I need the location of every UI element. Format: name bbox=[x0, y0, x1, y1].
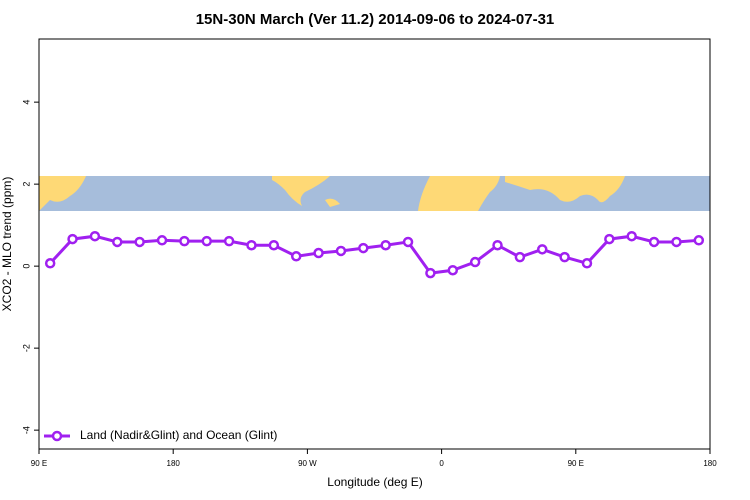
y-axis-label: XCO2 - MLO trend (ppm) bbox=[0, 177, 14, 312]
chart-title: 15N-30N March (Ver 11.2) 2014-09-06 to 2… bbox=[196, 11, 555, 28]
point bbox=[693, 235, 705, 246]
point bbox=[626, 230, 637, 242]
point bbox=[201, 235, 212, 247]
x-tick-label: 180 bbox=[703, 459, 717, 468]
point bbox=[648, 236, 660, 248]
point bbox=[537, 244, 548, 255]
x-tick-label: 0 bbox=[439, 459, 444, 468]
point bbox=[358, 242, 369, 254]
legend-label: Land (Nadir&Glint) and Ocean (Glint) bbox=[80, 428, 277, 442]
y-tick-label: 0 bbox=[21, 264, 31, 269]
point bbox=[179, 235, 190, 247]
map-band bbox=[39, 176, 710, 211]
x-tick-label: 180 bbox=[167, 459, 181, 468]
point bbox=[425, 267, 436, 279]
point bbox=[268, 239, 280, 251]
point bbox=[246, 239, 257, 251]
point bbox=[469, 256, 481, 268]
point bbox=[67, 233, 78, 245]
y-tick-label: -4 bbox=[21, 426, 31, 434]
x-tick-label: 90 E bbox=[568, 459, 584, 468]
point bbox=[581, 258, 593, 269]
point bbox=[402, 236, 414, 248]
point bbox=[134, 236, 145, 248]
point bbox=[514, 251, 526, 263]
point bbox=[156, 235, 168, 246]
point bbox=[223, 235, 235, 247]
y-tick-label: 2 bbox=[21, 182, 31, 187]
point bbox=[89, 230, 101, 242]
point bbox=[290, 251, 302, 262]
point bbox=[380, 239, 391, 251]
point bbox=[559, 251, 570, 263]
line bbox=[49, 234, 699, 275]
point bbox=[447, 264, 459, 276]
point bbox=[492, 239, 503, 251]
point bbox=[112, 236, 123, 248]
y-tick-label: 4 bbox=[21, 100, 31, 105]
plot-frame bbox=[38, 38, 711, 450]
point bbox=[335, 245, 347, 257]
point bbox=[671, 236, 682, 248]
x-tick-label: 90 W bbox=[298, 459, 317, 468]
point bbox=[44, 258, 56, 269]
x-tick-label: 90 E bbox=[31, 459, 47, 468]
point bbox=[604, 233, 615, 245]
point bbox=[313, 247, 324, 259]
x-axis-label: Longitude (deg E) bbox=[327, 475, 422, 489]
legend-marker bbox=[51, 430, 63, 442]
y-tick-label: -2 bbox=[21, 344, 31, 352]
